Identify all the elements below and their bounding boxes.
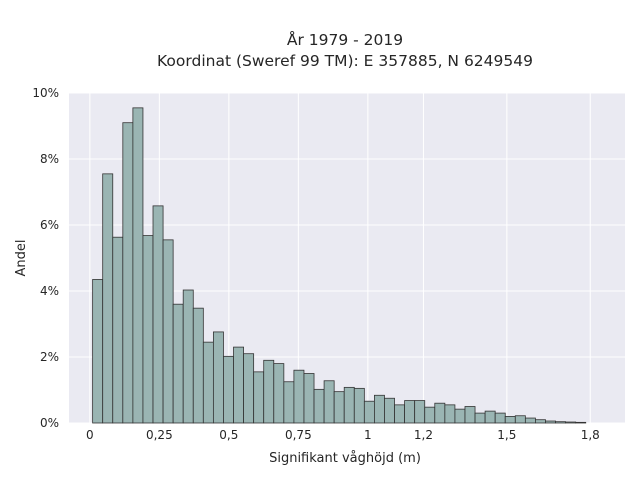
bar-28 <box>374 394 385 424</box>
bar-34 <box>434 402 446 424</box>
x-tick-label-3: 0,75 <box>285 428 312 442</box>
bar-16 <box>253 371 265 424</box>
bar-40 <box>494 412 506 424</box>
chart-title-line-2: Koordinat (Sweref 99 TM): E 357885, N 62… <box>157 52 533 70</box>
y-tick-label-3: 6% <box>40 218 59 232</box>
x-tick-label-0: 0 <box>86 428 94 442</box>
x-tick-label-4: 1 <box>364 428 372 442</box>
bar-24 <box>333 391 345 424</box>
bar-29 <box>384 397 395 424</box>
bar-33 <box>424 406 436 424</box>
y-tick-labels: 0% 2% 4% 6% 8% 10% <box>32 86 59 430</box>
bar-4 <box>132 107 144 424</box>
bar-35 <box>444 404 456 424</box>
bar-25 <box>343 386 355 424</box>
x-tick-label-7: 1,8 <box>581 428 600 442</box>
bar-19 <box>283 381 295 424</box>
bar-3 <box>122 122 134 424</box>
y-tick-label-2: 4% <box>40 284 59 298</box>
bar-39 <box>484 410 496 424</box>
bar-23 <box>323 380 335 424</box>
x-tick-label-1: 0,25 <box>146 428 173 442</box>
bar-36 <box>454 408 466 424</box>
bar-22 <box>313 388 325 424</box>
bar-13 <box>223 355 234 424</box>
bar-21 <box>303 373 315 424</box>
bar-45 <box>545 420 556 424</box>
bar-38 <box>474 412 486 424</box>
bar-15 <box>243 353 255 424</box>
bar-6 <box>152 205 164 424</box>
bar-32 <box>414 400 426 424</box>
bar-30 <box>394 404 406 424</box>
bar-1 <box>102 173 114 424</box>
bar-14 <box>233 346 244 424</box>
bar-48 <box>575 421 587 424</box>
histogram-bars <box>92 107 587 424</box>
x-tick-label-2: 0,5 <box>219 428 238 442</box>
bar-0 <box>92 279 104 424</box>
y-tick-label-1: 2% <box>40 350 59 364</box>
y-axis-label: Andel <box>14 240 29 277</box>
bar-42 <box>514 415 526 424</box>
bar-10 <box>192 307 204 424</box>
bar-8 <box>172 303 184 424</box>
bar-26 <box>353 387 365 424</box>
bar-27 <box>363 400 375 424</box>
bar-43 <box>524 417 536 424</box>
bar-7 <box>162 239 174 424</box>
bar-9 <box>182 289 194 424</box>
x-tick-label-6: 1,5 <box>497 428 516 442</box>
x-tick-labels: 0 0,25 0,5 0,75 1 1,2 1,5 1,8 <box>86 428 600 442</box>
bar-44 <box>535 419 546 424</box>
y-tick-label-4: 8% <box>40 152 59 166</box>
bar-47 <box>565 421 577 424</box>
bar-17 <box>263 359 275 424</box>
x-axis-label: Signifikant våghöjd (m) <box>269 451 421 466</box>
bar-5 <box>142 235 154 424</box>
bar-20 <box>293 369 305 424</box>
bar-11 <box>202 341 214 424</box>
chart-title-line-1: År 1979 - 2019 <box>287 30 403 49</box>
bar-12 <box>212 331 224 424</box>
y-tick-label-5: 10% <box>32 86 59 100</box>
bar-31 <box>404 400 416 424</box>
bar-37 <box>464 406 476 424</box>
y-tick-label-0: 0% <box>40 416 59 430</box>
bar-41 <box>504 415 516 424</box>
bar-46 <box>555 421 567 424</box>
bar-18 <box>273 363 285 424</box>
x-tick-label-5: 1,2 <box>414 428 433 442</box>
bar-2 <box>112 236 124 424</box>
